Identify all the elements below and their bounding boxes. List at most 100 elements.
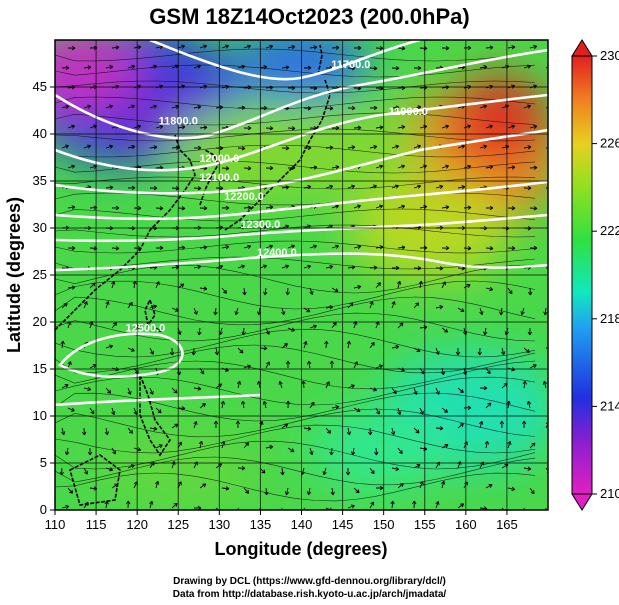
- wind-arrowhead: [149, 500, 154, 505]
- wind-arrowhead: [483, 331, 488, 336]
- wind-arrowhead: [397, 411, 402, 416]
- x-tick-label: 145: [332, 517, 354, 532]
- wind-arrowhead: [269, 444, 274, 450]
- wind-arrow: [133, 281, 136, 289]
- wind-arrowhead: [307, 184, 312, 190]
- wind-arrow: [347, 266, 355, 269]
- wind-arrowhead: [455, 351, 461, 356]
- wind-arrowhead: [225, 44, 229, 49]
- wind-arrowhead: [444, 443, 449, 448]
- wind-arrowhead: [355, 489, 360, 494]
- wind-arrowhead: [416, 348, 421, 353]
- wind-arrowhead: [369, 301, 374, 306]
- wind-arrowhead: [109, 344, 113, 349]
- wind-arrow: [83, 66, 91, 69]
- wind-arrowhead: [445, 45, 450, 51]
- wind-arrowhead: [60, 340, 65, 345]
- wind-arrow: [308, 487, 311, 495]
- wind-arrowhead: [153, 426, 158, 431]
- wind-arrowhead: [444, 408, 448, 413]
- wind-arrow: [155, 45, 163, 49]
- wind-arrow: [369, 501, 374, 509]
- wind-arrowhead: [379, 364, 383, 369]
- wind-arrow: [441, 327, 448, 333]
- contour-label: 12000.0: [199, 153, 239, 165]
- wind-arrow: [149, 347, 154, 355]
- wind-arrow: [507, 441, 511, 449]
- wind-arrow: [419, 87, 428, 89]
- wind-arrowhead: [149, 390, 154, 395]
- coastline-asia: [55, 134, 196, 331]
- wind-arrowhead: [71, 245, 76, 251]
- wind-arrow: [479, 105, 487, 109]
- wind-arrow: [331, 166, 339, 169]
- wind-arrow: [105, 66, 113, 69]
- wind-arrowhead: [542, 380, 548, 385]
- wind-arrowhead: [306, 491, 312, 496]
- wind-arrow: [259, 265, 267, 269]
- wind-arrow: [500, 307, 503, 315]
- wind-arrowhead: [467, 124, 471, 129]
- wind-arrowhead: [241, 466, 246, 471]
- wind-arrowhead: [435, 501, 440, 505]
- y-axis-ticks: 0 5 10 15 20 25 30 35 40 45: [33, 79, 55, 517]
- wind-arrow: [545, 147, 548, 149]
- wind-arrow: [551, 288, 552, 295]
- colorbar-tick-label: 218: [600, 311, 619, 326]
- wind-arrowhead: [334, 288, 339, 293]
- x-tick-label: 130: [208, 517, 230, 532]
- wind-arrow: [523, 381, 526, 389]
- wind-arrow: [279, 381, 283, 389]
- wind-arrow: [105, 345, 113, 349]
- wind-arrow: [353, 361, 358, 369]
- wind-arrow: [550, 401, 552, 408]
- wind-arrowhead: [401, 164, 405, 169]
- wind-arrowhead: [198, 440, 204, 445]
- wind-arrowhead: [445, 124, 449, 129]
- wind-arrow: [303, 265, 311, 269]
- wind-arrow: [391, 106, 400, 109]
- wind-arrow: [303, 427, 311, 430]
- wind-arrowhead: [527, 104, 531, 109]
- wind-arrow: [235, 307, 239, 315]
- wind-arrowhead: [115, 246, 120, 251]
- streamline: [55, 224, 536, 238]
- wind-arrow: [552, 46, 559, 48]
- wind-arrowhead: [203, 44, 207, 49]
- wind-arrow: [331, 322, 337, 329]
- wind-arrow: [265, 45, 273, 49]
- wind-arrowhead: [329, 360, 335, 365]
- wind-arrow: [111, 447, 116, 455]
- wind-arrowhead: [376, 410, 380, 415]
- wind-arrowhead: [313, 324, 317, 329]
- wind-arrow: [523, 467, 531, 470]
- wind-arrowhead: [351, 451, 356, 456]
- wind-arrow: [61, 145, 69, 149]
- wind-arrowhead: [533, 165, 538, 170]
- contour-label: 12100.0: [199, 172, 239, 184]
- wind-arrowhead: [444, 328, 449, 333]
- wind-arrow: [369, 145, 377, 149]
- wind-arrow: [171, 423, 179, 429]
- wind-arrowhead: [70, 407, 75, 412]
- wind-arrowhead: [241, 146, 246, 151]
- wind-arrow: [155, 444, 163, 449]
- wind-arrow: [177, 126, 185, 129]
- wind-arrow: [89, 321, 93, 329]
- wind-arrow: [83, 301, 88, 309]
- wind-arrowhead: [489, 205, 494, 211]
- wind-arrow: [258, 381, 261, 389]
- wind-arrow: [545, 467, 548, 472]
- wind-arrowhead: [153, 104, 157, 109]
- wind-arrowhead: [235, 420, 241, 425]
- wind-arrowhead: [71, 164, 75, 169]
- wind-arrowhead: [379, 485, 384, 491]
- wind-arrow: [221, 45, 229, 49]
- wind-arrowhead: [416, 464, 421, 468]
- wind-arrow: [391, 145, 399, 149]
- wind-arrow: [441, 481, 445, 489]
- wind-arrow: [243, 487, 249, 494]
- wind-arrowhead: [418, 280, 423, 285]
- contour-label: 11700.0: [331, 59, 370, 71]
- wind-arrowhead: [533, 44, 538, 50]
